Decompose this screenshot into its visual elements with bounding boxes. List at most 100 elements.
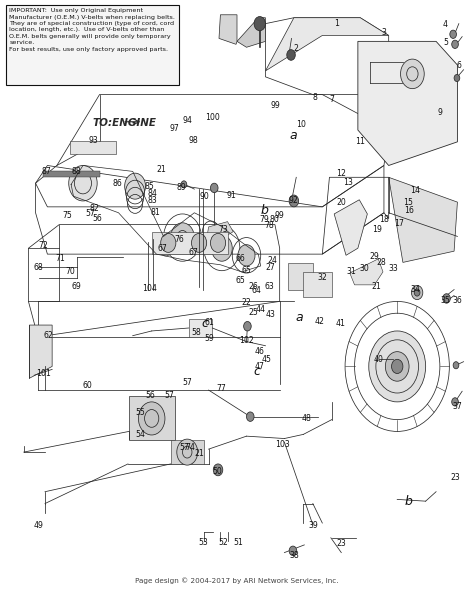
Circle shape [401,59,424,89]
Polygon shape [29,325,52,378]
Text: 73: 73 [219,225,228,234]
Circle shape [246,412,254,421]
Text: 54: 54 [135,430,145,439]
Text: 94: 94 [182,116,192,125]
Text: 32: 32 [318,273,327,282]
Text: 10: 10 [296,119,306,129]
Circle shape [443,294,450,303]
Text: 28: 28 [377,258,386,267]
Text: 31: 31 [347,267,356,277]
Text: 52: 52 [219,538,228,547]
Text: 89: 89 [176,183,186,193]
Circle shape [138,402,165,435]
Text: 103: 103 [274,440,290,449]
Text: 34: 34 [410,285,420,294]
Text: IMPORTANT:  Use only Original Equipment
Manufacturer (O.E.M.) V-belts when repla: IMPORTANT: Use only Original Equipment M… [9,8,175,51]
Text: 104: 104 [142,284,157,293]
Text: 61: 61 [205,318,214,327]
Text: 59: 59 [205,333,214,343]
Circle shape [453,362,459,369]
Text: 62: 62 [44,331,53,340]
Circle shape [161,233,176,252]
Text: 85: 85 [145,181,154,191]
Text: 24: 24 [268,255,277,265]
Text: 91: 91 [227,190,236,200]
Text: 8: 8 [313,93,318,102]
Text: 23: 23 [450,473,460,482]
Circle shape [289,195,299,207]
Text: 21: 21 [372,281,382,291]
Polygon shape [237,18,265,47]
Text: 46: 46 [255,346,264,356]
Polygon shape [265,18,389,71]
Text: 69: 69 [72,281,82,291]
Text: 30: 30 [359,264,369,273]
Text: 63: 63 [264,281,274,291]
FancyBboxPatch shape [6,5,179,85]
Text: 39: 39 [308,521,318,531]
Text: 86: 86 [113,178,122,188]
Text: 7: 7 [329,95,334,104]
Circle shape [244,322,251,331]
Circle shape [213,464,223,476]
Text: 38: 38 [289,551,299,560]
Text: 97: 97 [170,124,179,134]
Text: 6: 6 [456,60,461,70]
Text: b: b [405,495,412,508]
Text: 17: 17 [394,219,404,228]
Circle shape [254,17,265,31]
Text: 100: 100 [205,112,220,122]
Text: 18: 18 [379,215,389,225]
Text: a: a [289,129,297,142]
Circle shape [414,289,420,296]
Polygon shape [358,41,457,165]
Text: 37: 37 [453,402,462,411]
Text: 44: 44 [255,305,266,314]
Circle shape [210,183,218,193]
Polygon shape [152,232,228,254]
Text: 87: 87 [42,167,51,176]
Circle shape [450,30,456,38]
Text: 76: 76 [174,235,184,245]
Text: 25: 25 [249,307,258,317]
Text: 70: 70 [65,267,75,277]
Polygon shape [288,263,313,290]
Text: 66: 66 [236,254,246,264]
Text: 12: 12 [337,169,346,178]
Text: 67: 67 [157,243,167,253]
Text: 53: 53 [198,538,208,547]
Text: 16: 16 [404,206,413,216]
Polygon shape [171,440,204,464]
Polygon shape [303,272,332,297]
Text: 56: 56 [92,214,102,223]
Circle shape [289,546,297,556]
Text: 26: 26 [249,281,258,291]
Polygon shape [389,177,457,262]
Text: 92: 92 [288,196,298,206]
Text: 51: 51 [233,538,243,547]
Circle shape [211,235,232,261]
Text: 65: 65 [242,265,251,275]
Text: 88: 88 [72,167,82,176]
Text: 90: 90 [200,191,210,201]
Text: Page design © 2004-2017 by ARI Network Services, Inc.: Page design © 2004-2017 by ARI Network S… [135,577,339,584]
Text: 102: 102 [239,336,254,345]
Text: 79: 79 [260,215,269,225]
Text: 41: 41 [335,319,346,329]
Text: 101: 101 [36,369,51,378]
Text: 57: 57 [182,378,192,388]
Text: 71: 71 [56,254,65,264]
Text: 77: 77 [216,384,226,394]
Text: 99: 99 [271,100,281,110]
Text: 82: 82 [90,203,100,213]
Text: 22: 22 [242,298,251,307]
Polygon shape [350,259,383,285]
Text: 15: 15 [403,197,412,207]
Text: 42: 42 [314,317,324,326]
Text: 57: 57 [85,209,95,219]
Text: 36: 36 [453,296,462,305]
Polygon shape [70,141,116,154]
Circle shape [452,398,458,406]
Text: 93: 93 [89,136,99,145]
Text: 81: 81 [151,208,160,217]
